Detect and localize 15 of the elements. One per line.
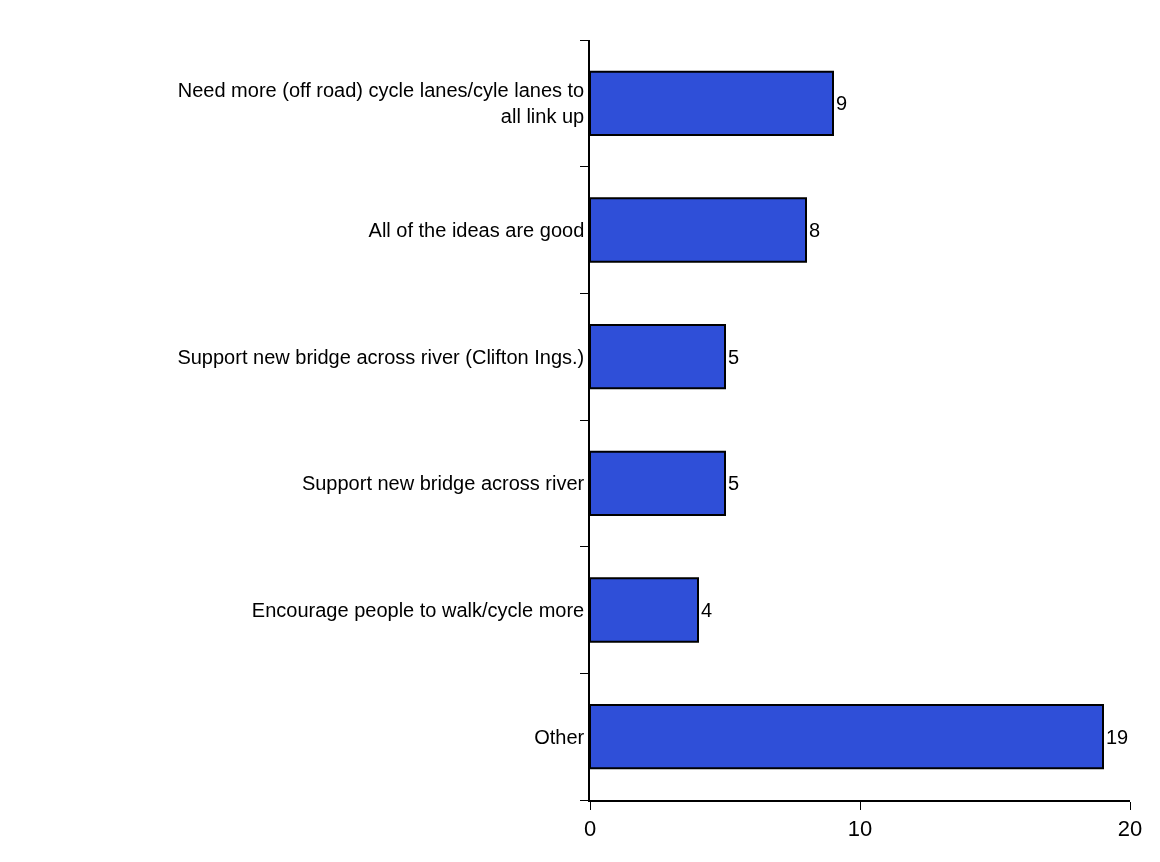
- x-tick-label: 0: [583, 816, 597, 842]
- y-tick-label: Encourage people to walk/cycle more: [251, 599, 585, 621]
- x-tick-label: 20: [1117, 816, 1143, 842]
- y-tick-label: Support new bridge across river: [301, 472, 585, 495]
- data-label: 8: [809, 219, 821, 241]
- y-tick-label: Other: [534, 725, 585, 748]
- data-label: 5: [728, 345, 740, 368]
- y-tick-label: All of the ideas are good: [368, 219, 585, 241]
- data-label: 9: [836, 92, 848, 115]
- data-label: 5: [728, 472, 740, 495]
- y-tick-label: Need more (off road) cycle lanes/cyle lanes to all link up: [177, 79, 585, 128]
- data-label: 19: [1106, 725, 1129, 748]
- data-label: 4: [701, 599, 713, 621]
- y-tick-label: Support new bridge across river (Clifton Ings.): [177, 345, 585, 368]
- x-tick-label: 10: [847, 816, 873, 842]
